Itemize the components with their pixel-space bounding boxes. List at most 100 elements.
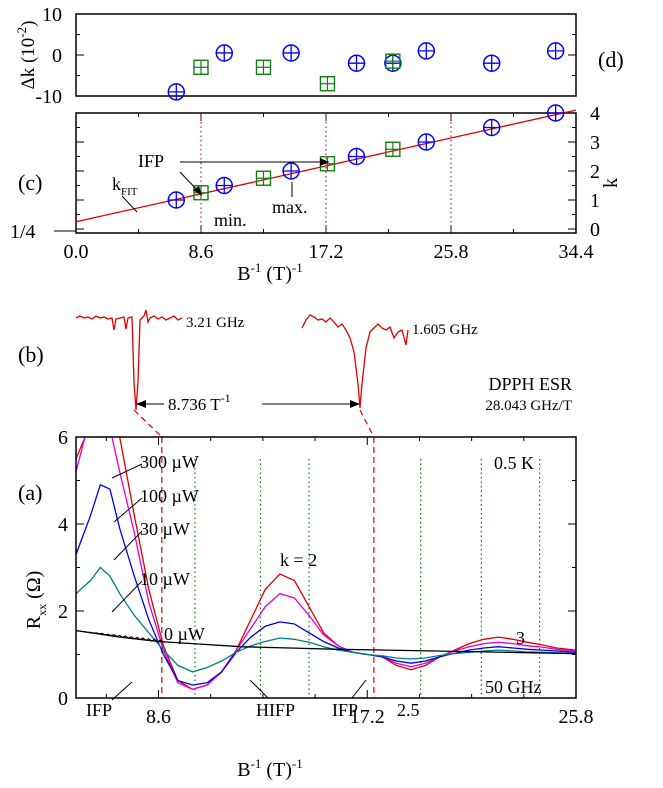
c-ytick-label: 4 [590,103,600,125]
min-label: min. [214,210,247,230]
ifp-arrow-a2 [351,679,367,699]
c-xtick-label: 17.2 [309,241,344,263]
max-label: max. [272,197,308,217]
period-label: 8.736 T-1 [168,391,231,414]
rxx-curve-30uW [76,483,576,686]
c-ytick-label: 3 [590,132,600,154]
k3-label: 3 [516,628,525,648]
d-circle-marker [347,54,366,72]
d-circle-marker [215,44,234,62]
rxx-curve-300uW [76,437,576,691]
frequency-label: 50 GHz [485,677,542,697]
c-circle-marker [417,133,436,151]
panel-a: 0 2 4 6 8.6 17.2 25.8 Rxx (Ω) B-1 (T)-1 (a) 3… [18,427,594,781]
panel-a-frame [75,436,577,699]
label-30uw: 30 µW [140,519,190,539]
esr-freq-2: 1.605 GHz [412,322,478,338]
panel-c-label: (c) [18,170,42,195]
a-ytick-label: 6 [58,427,68,449]
c-ytick-label: 1 [590,190,600,212]
ifp-arrow-a1 [111,681,133,701]
a-ytick-label: 2 [58,601,68,623]
d-ytick-0: 0 [52,45,62,67]
label-100uw: 100 µW [140,486,199,506]
c-square-marker [385,141,401,157]
d-ytick-10: 10 [42,4,62,26]
temperature-label: 0.5 K [494,453,534,473]
a-ytick-label: 0 [58,688,68,710]
a-xtick-label: 25.8 [559,706,594,728]
d-ylabel: Δk (10-2) [14,21,39,90]
c-circle-marker [546,104,565,122]
d-circle-marker [282,44,300,62]
k-fit-line [75,109,577,223]
a-xtick-label: 8.6 [146,706,171,728]
dpph-rate: 28.043 GHz/T [485,398,572,414]
kfit-arrow [121,195,138,213]
label-10uw: 10 µW [140,569,190,589]
a-xlabel: B-1 (T)-1 [237,756,303,781]
panel-a-label: (a) [18,480,42,505]
arrow-30uw [113,530,143,561]
c-xlabel: B-1 (T)-1 [237,260,303,285]
c-xtick-label: 34.4 [559,241,594,263]
b-to-a-connector-1 [133,409,163,438]
c-circle-marker [347,147,366,166]
d-ytick-minus10: -10 [35,86,62,108]
rxx-curve-100uW [76,437,576,690]
panel-d-label: (d) [598,47,624,72]
ifp-label-a2: IFP [332,700,358,720]
a-ytick-label: 4 [58,514,68,536]
c-circle-marker [215,176,234,195]
esr-freq-1: 3.21 GHz [186,315,245,331]
c-ytick-label: 0 [590,219,600,241]
d-circle-marker [167,83,186,101]
ifp-label-c: IFP [138,151,164,171]
hifp-arrow [249,679,269,699]
c-ytick-label: 2 [590,161,600,183]
a-xtick-label: 17.2 [350,706,385,728]
d-square-marker [193,59,209,75]
ifp-label-a1: IFP [86,700,112,720]
c-circle-marker [482,118,501,137]
d-circle-marker [546,42,565,60]
label-0uw: 0 µW [164,624,205,644]
period-arrowhead-right [350,400,360,408]
c-xtick-label: 25.8 [434,241,469,263]
c-xtick-label: 0.0 [64,241,89,263]
label-300uw: 300 µW [140,452,199,472]
k25-label: 2.5 [397,700,420,720]
panel-d: 10 0 -10 Δk (10-2) (d) [14,4,624,108]
c-circle-marker [282,162,300,180]
rxx-0uw-ripple [76,630,164,644]
d-square-marker [385,53,401,69]
panel-c: 1/4 (c) kFIT IFP min. max. k 0 1 2 3 4 0.0 8.… [10,103,622,285]
c-square-marker [255,170,272,186]
k-axis-label: k [600,178,622,188]
period-arrowhead-left [136,400,146,408]
ifp-arrowhead-left [193,186,202,196]
esr-trace-1605ghz [301,314,409,409]
k2-label: k = 2 [280,550,317,570]
rxx-axis-label: Rxx (Ω) [23,571,49,630]
d-circle-marker [417,42,436,60]
d-square-marker [255,59,272,75]
arrow-300uw [111,463,143,479]
kfit-label: kFIT [112,174,138,198]
arrow-100uw [113,497,143,523]
dpph-label: DPPH ESR [488,374,572,394]
d-circle-marker [482,54,501,72]
panel-b: 3.21 GHz 1.605 GHz (b) 8.736 T-1 DPPH ES… [18,309,572,414]
panel-b-label: (b) [18,342,44,367]
rxx-curve-10uW [76,566,576,673]
b-to-a-connector-2 [359,409,375,438]
esr-trace-321ghz [75,309,183,411]
d-square-marker [319,75,336,92]
quarter-label: 1/4 [10,221,36,243]
c-xtick-label: 8.6 [189,241,214,263]
arrow-10uw [111,580,143,613]
c-circle-marker [167,191,186,209]
hifp-label: HIFP [256,700,295,720]
ifp-arrowhead-right [320,158,329,166]
